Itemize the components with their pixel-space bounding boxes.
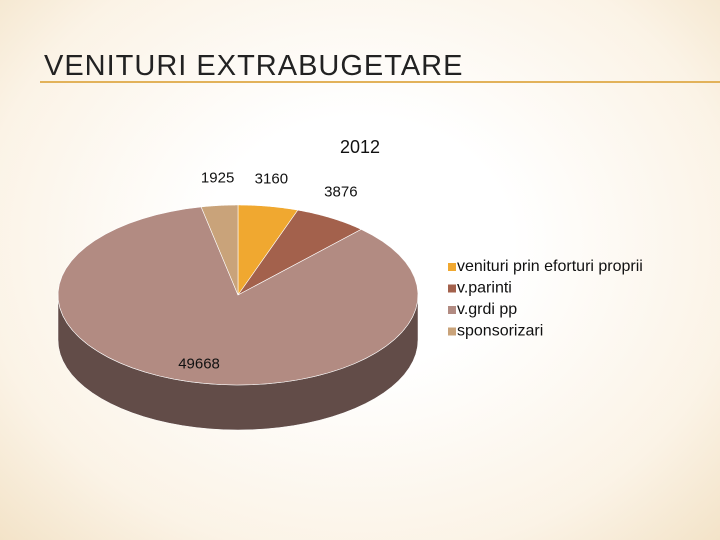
slice: [237, 204, 299, 296]
data-label: 3160: [255, 170, 288, 187]
data-label: 1925: [201, 169, 234, 186]
slice: [237, 209, 362, 296]
legend-swatch: [448, 263, 456, 271]
title-rule: [40, 81, 720, 83]
legend-label: sponsorizari: [457, 323, 543, 340]
legend-swatch: [448, 284, 456, 293]
chart-title: 2012: [340, 137, 380, 157]
data-label: 49668: [178, 355, 220, 372]
slice: [200, 204, 239, 296]
legend-label: venituri prin eforturi proprii: [457, 258, 643, 275]
slice: [57, 206, 419, 386]
data-label: 3876: [324, 183, 357, 200]
legend-label: v.parinti: [457, 280, 512, 297]
slide-title: VENITURI EXTRABUGETARE: [44, 50, 464, 82]
legend-label: v.grdi pp: [457, 301, 517, 318]
legend-swatch: [448, 327, 456, 336]
legend-swatch: [448, 306, 456, 314]
